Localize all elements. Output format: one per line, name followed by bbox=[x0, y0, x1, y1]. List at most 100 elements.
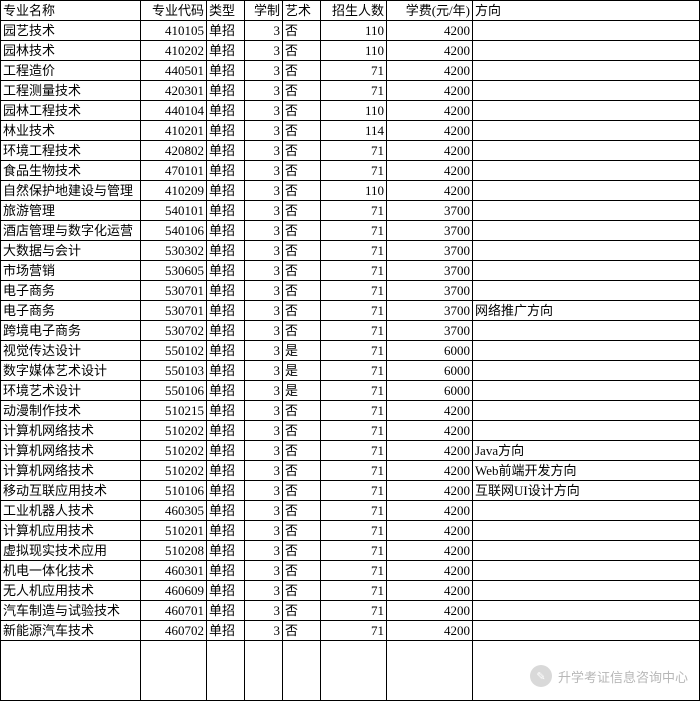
table-row: 机电一体化技术460301单招3否714200 bbox=[1, 561, 700, 581]
table-cell: 否 bbox=[283, 621, 321, 641]
table-cell: 530605 bbox=[141, 261, 207, 281]
table-row: 园林技术410202单招3否1104200 bbox=[1, 41, 700, 61]
table-cell: 是 bbox=[283, 341, 321, 361]
table-cell: 114 bbox=[321, 121, 387, 141]
table-cell: 530702 bbox=[141, 321, 207, 341]
table-cell: 510202 bbox=[141, 461, 207, 481]
table-cell: 71 bbox=[321, 281, 387, 301]
table-cell: 4200 bbox=[387, 181, 473, 201]
table-cell: 机电一体化技术 bbox=[1, 561, 141, 581]
table-cell: 550106 bbox=[141, 381, 207, 401]
column-header: 方向 bbox=[473, 1, 700, 21]
table-cell bbox=[473, 101, 700, 121]
table-cell bbox=[473, 181, 700, 201]
table-cell: 否 bbox=[283, 101, 321, 121]
table-cell: 6000 bbox=[387, 341, 473, 361]
table-cell bbox=[473, 221, 700, 241]
table-cell bbox=[473, 521, 700, 541]
table-cell: 否 bbox=[283, 581, 321, 601]
table-cell: 4200 bbox=[387, 621, 473, 641]
table-cell: 530701 bbox=[141, 301, 207, 321]
table-cell: 71 bbox=[321, 601, 387, 621]
table-row: 跨境电子商务530702单招3否713700 bbox=[1, 321, 700, 341]
table-cell: 大数据与会计 bbox=[1, 241, 141, 261]
table-row: 工程测量技术420301单招3否714200 bbox=[1, 81, 700, 101]
table-cell: 单招 bbox=[207, 41, 245, 61]
table-cell: 单招 bbox=[207, 241, 245, 261]
table-cell: 4200 bbox=[387, 501, 473, 521]
table-row: 自然保护地建设与管理410209单招3否1104200 bbox=[1, 181, 700, 201]
table-cell: 550103 bbox=[141, 361, 207, 381]
table-cell: 3 bbox=[245, 101, 283, 121]
table-cell: 71 bbox=[321, 161, 387, 181]
table-cell: 3 bbox=[245, 41, 283, 61]
table-cell bbox=[473, 501, 700, 521]
table-cell: 否 bbox=[283, 441, 321, 461]
table-cell: 540101 bbox=[141, 201, 207, 221]
table-cell: 3 bbox=[245, 541, 283, 561]
table-cell: 3 bbox=[245, 521, 283, 541]
table-cell bbox=[473, 281, 700, 301]
table-cell: 510208 bbox=[141, 541, 207, 561]
table-cell: 否 bbox=[283, 481, 321, 501]
table-cell: 460701 bbox=[141, 601, 207, 621]
table-cell: 510201 bbox=[141, 521, 207, 541]
table-cell: 4200 bbox=[387, 161, 473, 181]
table-cell: 单招 bbox=[207, 521, 245, 541]
table-body: 园艺技术410105单招3否1104200园林技术410202单招3否11042… bbox=[1, 21, 700, 701]
table-cell: 4200 bbox=[387, 541, 473, 561]
table-cell: 否 bbox=[283, 161, 321, 181]
table-cell: 410105 bbox=[141, 21, 207, 41]
table-row: 大数据与会计530302单招3否713700 bbox=[1, 241, 700, 261]
table-cell: 3 bbox=[245, 21, 283, 41]
table-cell: 71 bbox=[321, 301, 387, 321]
table-row-blank bbox=[1, 641, 700, 701]
table-cell: 3 bbox=[245, 121, 283, 141]
column-header: 专业名称 bbox=[1, 1, 141, 21]
table-row: 旅游管理540101单招3否713700 bbox=[1, 201, 700, 221]
table-cell: 3 bbox=[245, 161, 283, 181]
table-cell: Java方向 bbox=[473, 441, 700, 461]
column-header: 类型 bbox=[207, 1, 245, 21]
table-cell: 71 bbox=[321, 421, 387, 441]
table-row: 园林工程技术440104单招3否1104200 bbox=[1, 101, 700, 121]
table-cell: 单招 bbox=[207, 441, 245, 461]
table-cell bbox=[283, 641, 321, 701]
table-row: 计算机网络技术510202单招3否714200Web前端开发方向 bbox=[1, 461, 700, 481]
table-cell: 3700 bbox=[387, 221, 473, 241]
table-cell: 3 bbox=[245, 481, 283, 501]
table-cell bbox=[473, 561, 700, 581]
table-row: 计算机应用技术510201单招3否714200 bbox=[1, 521, 700, 541]
table-cell: 3 bbox=[245, 441, 283, 461]
table-cell: 3 bbox=[245, 181, 283, 201]
table-cell: 3 bbox=[245, 581, 283, 601]
column-header: 学制 bbox=[245, 1, 283, 21]
table-cell: 新能源汽车技术 bbox=[1, 621, 141, 641]
table-cell: 单招 bbox=[207, 21, 245, 41]
table-row: 电子商务530701单招3否713700 bbox=[1, 281, 700, 301]
table-cell bbox=[473, 641, 700, 701]
table-cell: 单招 bbox=[207, 381, 245, 401]
table-cell: 电子商务 bbox=[1, 301, 141, 321]
table-cell: 3 bbox=[245, 221, 283, 241]
table-cell: 460702 bbox=[141, 621, 207, 641]
table-cell: 环境工程技术 bbox=[1, 141, 141, 161]
table-row: 林业技术410201单招3否1144200 bbox=[1, 121, 700, 141]
table-cell: 单招 bbox=[207, 261, 245, 281]
table-cell: 单招 bbox=[207, 341, 245, 361]
table-cell: 无人机应用技术 bbox=[1, 581, 141, 601]
table-cell: 71 bbox=[321, 521, 387, 541]
table-cell: 510215 bbox=[141, 401, 207, 421]
table-cell bbox=[473, 421, 700, 441]
table-cell: 4200 bbox=[387, 61, 473, 81]
table-cell: 510202 bbox=[141, 441, 207, 461]
table-cell: 酒店管理与数字化运营 bbox=[1, 221, 141, 241]
table-cell: 4200 bbox=[387, 481, 473, 501]
table-cell: 71 bbox=[321, 481, 387, 501]
table-row: 环境艺术设计550106单招3是716000 bbox=[1, 381, 700, 401]
table-cell: 71 bbox=[321, 141, 387, 161]
table-header-row: 专业名称专业代码类型学制艺术招生人数学费(元/年)方向 bbox=[1, 1, 700, 21]
table-cell: 单招 bbox=[207, 581, 245, 601]
table-row: 环境工程技术420802单招3否714200 bbox=[1, 141, 700, 161]
table-cell: 4200 bbox=[387, 141, 473, 161]
